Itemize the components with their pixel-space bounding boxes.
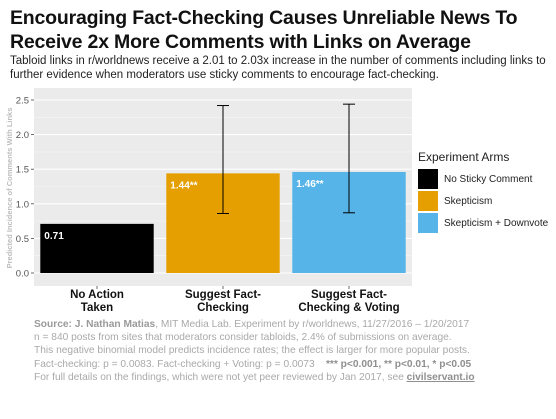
value-label: 1.46**: [296, 179, 323, 190]
legend-item-skepticism: Skepticism: [418, 190, 548, 212]
legend-title: Experiment Arms: [418, 150, 510, 164]
bar-chart: 0.71 1.44** 1.46** 0.0 0.5 1.0 1.5 2.0 2.5 Pred…: [5, 88, 412, 289]
y-tick-label: 1.5: [16, 165, 29, 176]
x-tick-label: Suggest Fact- Checking & Voting: [294, 289, 404, 315]
value-label: 0.71: [44, 231, 64, 242]
y-axis-label: Predicted Incidence of Comments With Lin…: [5, 108, 14, 269]
legend-swatch-blue: [418, 213, 438, 233]
y-axis: 0.0 0.5 1.0 1.5 2.0 2.5: [16, 96, 350, 289]
legend-item-skepticism-downvote: Skepticism + Downvote: [418, 212, 548, 234]
y-tick-label: 2.0: [16, 130, 29, 141]
x-tick-label-line: Taken: [80, 302, 114, 314]
source-label: Source:: [34, 319, 72, 330]
y-tick-label: 2.5: [16, 96, 29, 107]
source-line-2: n = 840 posts from sites that moderators…: [34, 332, 452, 344]
error-bars: [217, 103, 355, 214]
x-tick-label: Suggest Fact- Checking: [168, 289, 278, 315]
source-text: , MIT Media Lab. Experiment by r/worldne…: [155, 319, 470, 330]
value-label: 1.44**: [170, 180, 197, 191]
x-tick-label: No Action Taken: [42, 289, 152, 315]
p-values: Fact-checking: p = 0.0083. Fact-checking…: [34, 358, 315, 370]
bar: [40, 223, 154, 273]
x-tick-label-line: Suggest Fact-: [184, 289, 262, 301]
source-line-4: Fact-checking: p = 0.0083. Fact-checking…: [34, 358, 554, 371]
x-tick-label-line: No Action: [70, 289, 124, 301]
x-tick-label-line: Checking & Voting: [298, 302, 400, 314]
legend-label: Skepticism + Downvote: [444, 217, 549, 229]
x-tick-label-line: Suggest Fact-: [310, 289, 388, 301]
legend-item-no-sticky: No Sticky Comment: [418, 168, 548, 190]
legend-swatch-orange: [418, 191, 438, 211]
legend-label: No Sticky Comment: [444, 173, 533, 185]
civilservant-link[interactable]: civilservant.io: [406, 371, 475, 383]
details-text: For full details on the findings, which …: [34, 371, 407, 383]
chart-subtitle: Tabloid links in r/worldnews receive a 2…: [10, 55, 546, 81]
significance-key: *** p<0.001, ** p<0.01, * p<0.05: [325, 358, 472, 370]
source-line-5: For full details on the findings, which …: [34, 371, 554, 384]
y-tick-label: 1.0: [16, 199, 29, 210]
y-tick-label: 0.5: [16, 234, 29, 245]
source-note: Source: J. Nathan Matias, MIT Media Lab.…: [34, 318, 554, 384]
y-tick-label: 0.0: [16, 269, 29, 280]
legend: Experiment Arms No Sticky Comment Skepti…: [418, 150, 548, 234]
legend-label: Skepticism: [444, 195, 493, 207]
legend-swatch-black: [418, 169, 438, 189]
chart-title: Encouraging Fact-Checking Causes Unrelia…: [10, 7, 518, 53]
source-author: J. Nathan Matias: [74, 319, 156, 330]
source-line-3: This negative binomial model predicts in…: [34, 345, 470, 357]
value-labels: 0.71 1.44** 1.46**: [44, 179, 323, 242]
x-tick-label-line: Checking: [197, 302, 249, 314]
source-line-1: Source: J. Nathan Matias, MIT Media Lab.…: [34, 318, 554, 331]
